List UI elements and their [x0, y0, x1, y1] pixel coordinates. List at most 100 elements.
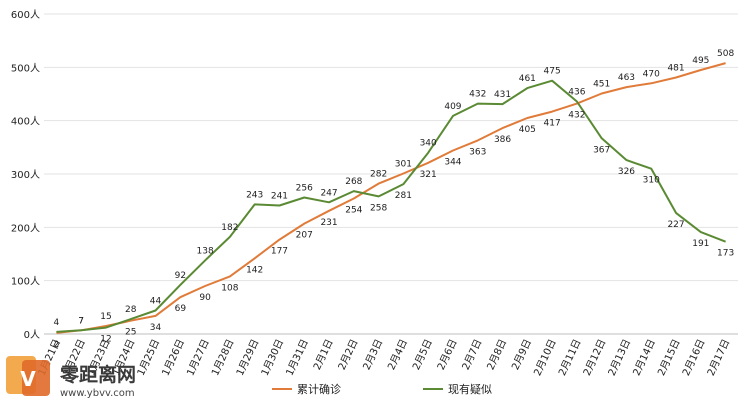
data-label: 326 — [618, 167, 635, 177]
watermark-logo: V 零距离网 www.ybvv.com — [6, 356, 136, 399]
x-tick-label: 2月15日 — [655, 337, 682, 378]
data-label: 436 — [568, 87, 585, 97]
series-line-0 — [56, 62, 726, 334]
data-label: 321 — [420, 170, 437, 180]
data-label: 15 — [100, 312, 111, 322]
data-label: 386 — [494, 135, 511, 145]
data-label: 7 — [78, 316, 84, 326]
data-label: 207 — [296, 231, 313, 241]
x-tick-label: 1月29日 — [234, 337, 261, 378]
data-label: 182 — [221, 223, 238, 233]
data-label: 108 — [221, 283, 238, 293]
data-label: 470 — [643, 69, 660, 79]
data-label: 12 — [100, 335, 111, 345]
x-tick-label: 2月7日 — [460, 337, 485, 372]
x-tick-label: 1月31日 — [284, 337, 311, 378]
y-tick-label: 100人 — [11, 276, 40, 288]
data-label: 28 — [125, 305, 137, 315]
data-label: 243 — [246, 190, 263, 200]
data-label: 508 — [717, 49, 734, 59]
legend-label-confirmed: 累计确诊 — [297, 382, 341, 396]
x-tick-label: 2月12日 — [581, 337, 608, 378]
data-label: 241 — [271, 191, 288, 201]
x-tick-label: 2月13日 — [606, 337, 633, 378]
logo-glyph: V — [20, 367, 36, 391]
data-label: 44 — [150, 297, 162, 307]
data-label: 417 — [544, 119, 561, 129]
x-tick-label: 1月26日 — [160, 337, 187, 378]
data-label: 451 — [593, 79, 610, 89]
data-label: 4 — [54, 318, 60, 328]
data-label: 363 — [469, 147, 486, 157]
x-tick-label: 2月3日 — [361, 337, 386, 372]
data-label: 227 — [667, 220, 684, 230]
data-label: 247 — [320, 188, 337, 198]
x-tick-label: 2月14日 — [631, 337, 658, 378]
legend: 累计确诊 现有疑似 — [272, 382, 492, 396]
series-line-1 — [56, 79, 726, 333]
x-tick-label: 1月28日 — [209, 337, 236, 378]
data-label: 256 — [296, 183, 313, 193]
data-label: 432 — [469, 90, 486, 100]
x-tick-label: 2月5日 — [410, 337, 435, 372]
data-label: 90 — [199, 293, 211, 303]
data-label: 173 — [717, 249, 734, 259]
x-tick-label: 2月16日 — [680, 337, 707, 378]
data-label: 340 — [420, 139, 437, 149]
data-label: 281 — [395, 191, 412, 201]
data-label: 254 — [345, 206, 362, 216]
data-label: 138 — [197, 246, 214, 256]
series-lines — [56, 62, 726, 334]
data-label: 69 — [175, 304, 187, 314]
data-label: 310 — [643, 176, 660, 186]
data-label: 34 — [150, 323, 162, 333]
x-tick-label: 2月10日 — [531, 337, 558, 378]
x-tick-label: 2月17日 — [705, 337, 732, 378]
data-label: 142 — [246, 265, 263, 275]
data-label: 409 — [444, 102, 461, 112]
x-tick-label: 2月2日 — [336, 337, 361, 372]
x-tick-label: 1月27日 — [184, 337, 211, 378]
data-labels: 2 7 15 25 34 69 90 108 142 177 207 231 254 282 301 321 3… — [54, 49, 735, 350]
data-label: 344 — [444, 158, 461, 168]
y-tick-label: 300人 — [11, 169, 40, 181]
data-label: 25 — [125, 328, 136, 338]
y-tick-label: 0人 — [24, 329, 40, 341]
data-label: 495 — [692, 56, 709, 66]
gridlines — [44, 13, 738, 335]
x-tick-label: 2月8日 — [485, 337, 510, 372]
data-label: 461 — [519, 74, 536, 84]
x-tick-label: 1月30日 — [259, 337, 286, 378]
data-label: 301 — [395, 159, 412, 169]
data-label: 258 — [370, 203, 387, 213]
y-tick-label: 400人 — [11, 116, 40, 128]
data-label: 7 — [78, 316, 84, 326]
data-label: 367 — [593, 145, 610, 155]
x-tick-label: 1月25日 — [135, 337, 162, 378]
data-label: 481 — [667, 63, 684, 73]
data-label: 92 — [175, 271, 186, 281]
y-tick-label: 600人 — [11, 9, 40, 21]
logo-brand-text: 零距离网 — [59, 363, 136, 386]
x-tick-label: 2月4日 — [385, 337, 410, 372]
y-axis-ticks: 0人 100人 200人 300人 400人 500人 600人 — [11, 9, 40, 341]
x-tick-label: 2月6日 — [435, 337, 460, 372]
x-axis-ticks: 1月21日1月22日1月23日1月24日1月25日1月26日1月27日1月28日… — [36, 337, 733, 378]
y-tick-label: 500人 — [11, 62, 40, 74]
logo-url-text: www.ybvv.com — [60, 388, 135, 399]
data-label: 268 — [345, 177, 362, 187]
data-label: 2 — [54, 340, 60, 350]
x-tick-label: 2月9日 — [509, 337, 534, 372]
data-label: 191 — [692, 239, 709, 249]
data-label: 463 — [618, 73, 635, 83]
data-label: 177 — [271, 247, 288, 257]
data-label: 231 — [320, 218, 337, 228]
data-label: 432 — [568, 111, 585, 121]
data-label: 282 — [370, 170, 387, 180]
y-tick-label: 200人 — [11, 222, 40, 234]
x-tick-label: 2月11日 — [556, 337, 583, 378]
data-label: 405 — [519, 125, 536, 135]
data-label: 475 — [544, 67, 561, 77]
data-label: 431 — [494, 90, 511, 100]
